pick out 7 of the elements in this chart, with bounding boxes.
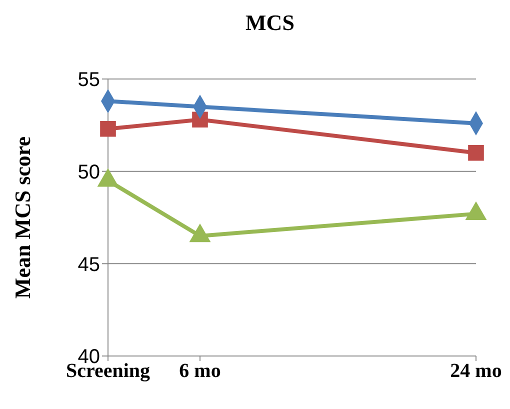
chart-title: MCS: [244, 10, 296, 36]
x-tick-label: 24 mo: [450, 360, 502, 382]
y-tick-label: 50: [78, 161, 100, 184]
y-tick-label: 45: [78, 254, 100, 276]
x-tick-label: 6 mo: [179, 360, 221, 382]
y-axis-title: Mean MCS score: [10, 136, 35, 299]
y-tick-label: 55: [78, 69, 100, 92]
